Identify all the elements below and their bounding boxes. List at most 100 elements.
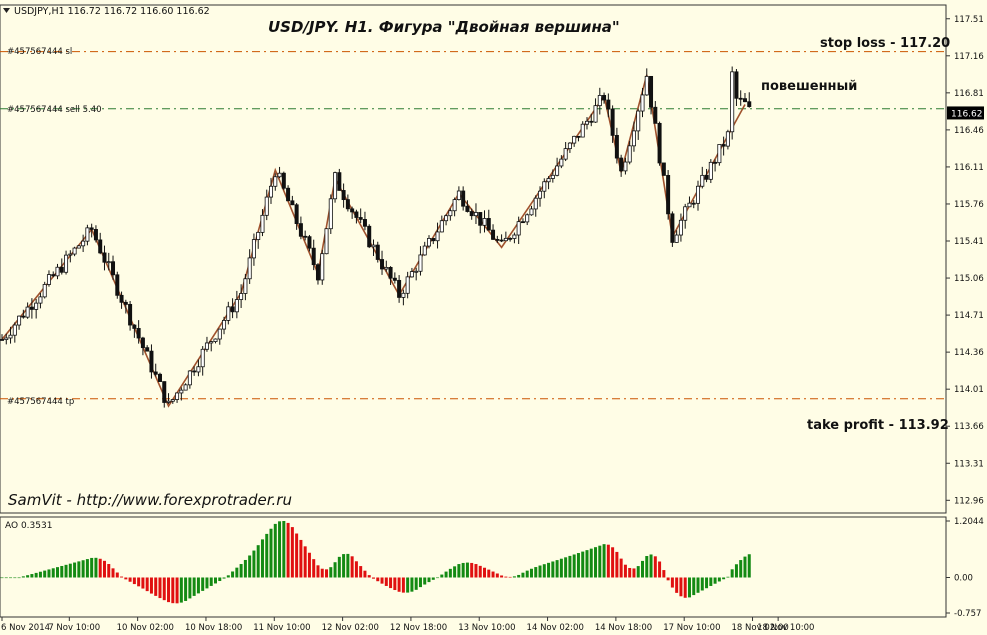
ao-bar — [534, 567, 538, 578]
ao-bar — [632, 568, 636, 578]
price-tick-label: 117.51 — [954, 15, 984, 25]
ao-bar — [77, 561, 81, 578]
candle-body — [42, 284, 47, 298]
candle-body — [713, 161, 718, 164]
candle-body — [495, 238, 500, 241]
ao-bar — [687, 577, 691, 598]
stop-loss-annotation: stop loss - 117.20 — [820, 36, 950, 51]
ao-bar — [730, 569, 734, 578]
time-tick-label: 7 Nov 10:00 — [48, 623, 100, 633]
ao-bar — [367, 575, 371, 578]
candle-body — [115, 274, 120, 296]
candle-body — [51, 274, 56, 277]
candle-body — [747, 101, 752, 107]
candle-body — [145, 347, 150, 352]
ao-bar — [585, 550, 589, 578]
candle-body — [734, 71, 739, 99]
ao-bar — [0, 577, 4, 579]
ao-bar — [21, 576, 25, 578]
candle-body — [251, 239, 256, 259]
price-tick-label: 113.31 — [954, 459, 984, 469]
candle-body — [89, 227, 94, 230]
candle-body — [742, 98, 747, 103]
ao-bar — [440, 574, 444, 578]
candle-body — [328, 198, 333, 230]
candle-body — [409, 271, 414, 278]
order-lines[interactable] — [0, 51, 946, 400]
ao-bar — [508, 576, 512, 578]
candle-body — [25, 306, 30, 318]
time-tick-label: 6 Nov 2014 — [1, 623, 50, 633]
candle-body — [303, 235, 308, 238]
ao-tick-label: 0.00 — [954, 573, 973, 583]
candle-body — [589, 120, 594, 123]
candle-body — [597, 95, 602, 107]
ao-bar — [705, 577, 709, 589]
candle-body — [486, 218, 491, 231]
candle-body — [149, 350, 154, 373]
ao-bar — [252, 550, 256, 578]
candle-body — [256, 231, 261, 240]
ao-bar — [444, 571, 448, 578]
ao-bar — [192, 577, 196, 596]
ao-bar — [120, 576, 124, 578]
ao-bar — [393, 577, 397, 591]
candle-body — [584, 120, 589, 125]
candle-body — [243, 278, 248, 294]
sl-order-label: #457567444 sl — [7, 47, 72, 57]
ao-bar — [38, 571, 42, 578]
candle-body — [392, 277, 397, 281]
hanged-man-annotation: повешенный — [761, 79, 857, 94]
candle-body — [738, 97, 743, 100]
ao-bar — [448, 568, 452, 578]
ao-bar — [594, 547, 598, 578]
candle-body — [371, 244, 376, 248]
ao-bar — [98, 558, 102, 578]
candle-body — [431, 238, 436, 242]
ao-bar — [299, 539, 303, 578]
ao-bar — [576, 553, 580, 578]
ao-bar — [397, 577, 401, 592]
candle-body — [525, 214, 530, 223]
candle-body — [128, 304, 133, 326]
ao-bar — [491, 571, 495, 578]
ao-bar — [90, 557, 94, 578]
candle-body — [546, 178, 551, 183]
watermark: SamVit - http://www.forexprotrader.ru — [8, 491, 292, 509]
ao-bar — [568, 555, 572, 578]
ao-bar — [265, 533, 269, 578]
candle-body — [580, 123, 585, 138]
ao-bar — [222, 577, 226, 579]
candle-body — [491, 229, 496, 240]
ao-bar — [149, 577, 153, 594]
price-tick-label: 113.66 — [954, 422, 984, 432]
candle-body — [102, 252, 107, 263]
ao-bar — [256, 545, 260, 578]
candles — [0, 66, 752, 408]
ao-bar — [56, 567, 60, 578]
candle-body — [444, 215, 449, 222]
ao-bar — [17, 577, 21, 579]
candle-body — [85, 227, 90, 242]
candle-body — [533, 197, 538, 210]
ao-bar — [184, 577, 188, 601]
candle-body — [307, 236, 312, 249]
candle-body — [538, 190, 543, 199]
candle-body — [286, 187, 291, 202]
ao-bar — [196, 577, 200, 594]
candle-body — [8, 334, 13, 339]
ao-bar — [342, 554, 346, 578]
ao-bar — [692, 577, 696, 596]
ao-bar — [628, 567, 632, 578]
candle-body — [324, 228, 329, 255]
candle-body — [674, 234, 679, 243]
dropdown-arrow-icon[interactable] — [3, 8, 10, 13]
candle-body — [631, 130, 636, 147]
candle-body — [653, 106, 658, 124]
ao-bar — [722, 577, 726, 580]
ao-bar — [115, 572, 119, 578]
candle-body — [567, 142, 572, 150]
candle-body — [269, 185, 274, 198]
ao-bar — [474, 564, 478, 578]
